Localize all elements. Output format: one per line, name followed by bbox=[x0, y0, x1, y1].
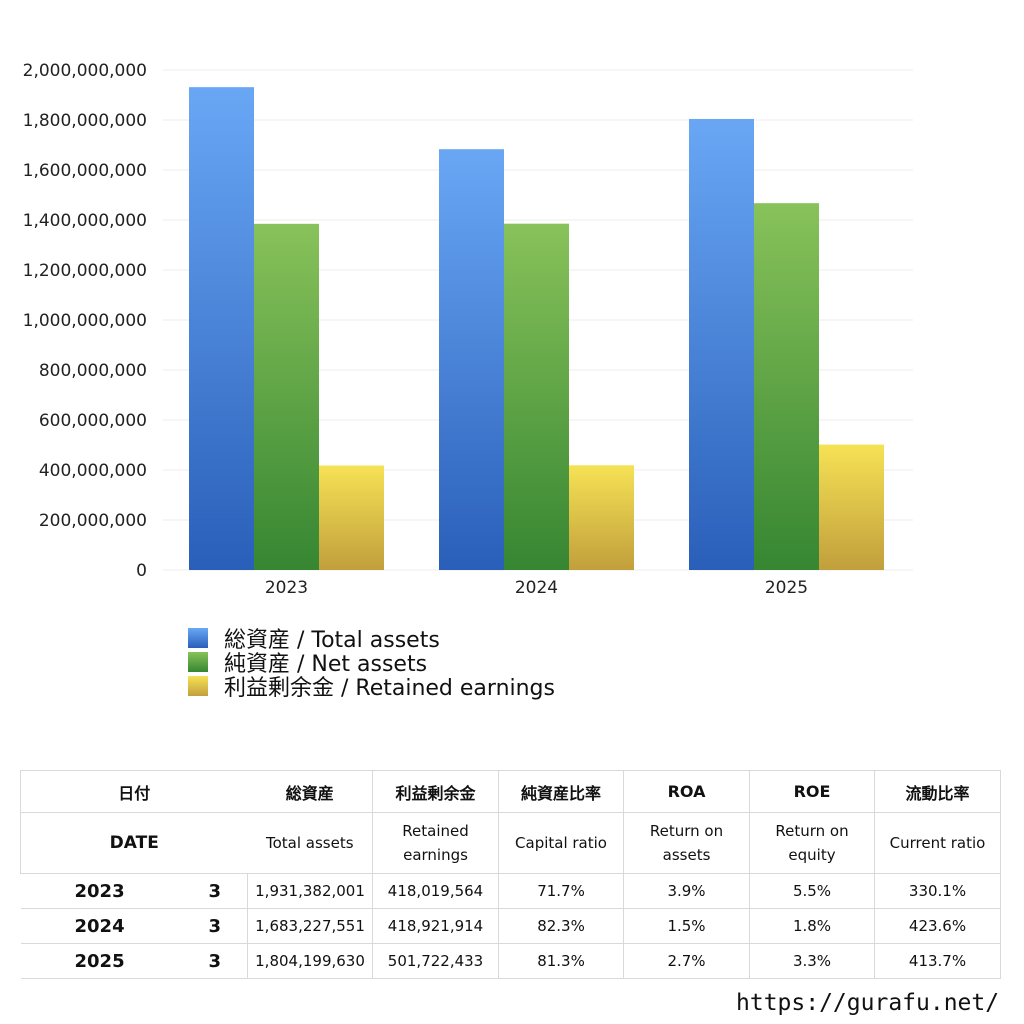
bar-2023-series-2 bbox=[319, 465, 384, 570]
table-row: 2024 3 1,683,227,551 418,921,914 82.3% 1… bbox=[20, 908, 1002, 944]
chart-legend: 総資産 / Total assets 純資産 / Net assets 利益剰余… bbox=[188, 626, 555, 701]
table-header-jp: 日付 総資産 利益剰余金 純資産比率 ROA ROE 流動比率 bbox=[19, 770, 1002, 813]
bar-2025-series-2 bbox=[819, 444, 884, 570]
row-roe: 5.5% bbox=[749, 873, 876, 909]
row-capital-ratio: 81.3% bbox=[498, 943, 625, 979]
header-roe-line-1: Return on bbox=[775, 822, 849, 840]
row-total-assets: 1,931,382,001 bbox=[247, 873, 374, 909]
bar-2024-series-1 bbox=[504, 223, 569, 571]
row-year: 2025 bbox=[20, 943, 182, 979]
header-roa-line-1: Return on bbox=[649, 822, 724, 840]
header-retained-line-2: earnings bbox=[403, 846, 468, 864]
row-roe: 3.3% bbox=[749, 943, 876, 979]
table-row: 2025 3 1,804,199,630 501,722,433 81.3% 2… bbox=[20, 943, 1002, 979]
bar-2023-series-1 bbox=[254, 223, 319, 570]
y-tick-label: 1,400,000,000 bbox=[23, 211, 147, 231]
y-tick-label: 1,800,000,000 bbox=[23, 111, 147, 131]
row-capital-ratio: 82.3% bbox=[498, 908, 625, 944]
table-header-en: DATE Total assets Retained earnings Capi… bbox=[19, 812, 1002, 874]
row-retained-earnings: 501,722,433 bbox=[372, 943, 500, 979]
header-capital-ratio-jp: 純資産比率 bbox=[498, 770, 625, 813]
header-date-en: DATE bbox=[19, 812, 248, 874]
row-retained-earnings: 418,019,564 bbox=[372, 873, 500, 909]
header-total-assets-en: Total assets bbox=[247, 812, 374, 874]
row-total-assets: 1,683,227,551 bbox=[247, 908, 374, 944]
row-month: 3 bbox=[181, 943, 249, 979]
row-current-ratio: 423.6% bbox=[874, 908, 1002, 944]
header-retained-line-1: Retained bbox=[402, 822, 469, 840]
header-retained-earnings-jp: 利益剰余金 bbox=[372, 770, 500, 813]
y-tick-label: 600,000,000 bbox=[39, 411, 147, 431]
bar-2024-series-0 bbox=[439, 149, 504, 570]
row-roa: 2.7% bbox=[623, 943, 751, 979]
bar-2025-series-1 bbox=[754, 203, 819, 571]
header-roe-jp: ROE bbox=[749, 770, 876, 813]
row-year: 2023 bbox=[20, 873, 182, 909]
row-year: 2024 bbox=[20, 908, 182, 944]
row-total-assets: 1,804,199,630 bbox=[247, 943, 374, 979]
bar-2023-series-0 bbox=[189, 87, 254, 570]
legend-swatch-retained-earnings bbox=[188, 676, 208, 696]
legend-item-net-assets: 純資産 / Net assets bbox=[188, 650, 555, 677]
row-month: 3 bbox=[181, 873, 249, 909]
legend-swatch-total-assets bbox=[188, 628, 208, 648]
legend-item-retained-earnings: 利益剰余金 / Retained earnings bbox=[188, 674, 555, 701]
header-roe-en: Return on equity bbox=[749, 812, 876, 874]
header-current-ratio-jp: 流動比率 bbox=[874, 770, 1002, 813]
row-capital-ratio: 71.7% bbox=[498, 873, 625, 909]
y-tick-label: 200,000,000 bbox=[39, 511, 147, 531]
row-retained-earnings: 418,921,914 bbox=[372, 908, 500, 944]
y-tick-label: 400,000,000 bbox=[39, 461, 147, 481]
row-roe: 1.8% bbox=[749, 908, 876, 944]
x-tick-label: 2024 bbox=[515, 578, 558, 598]
row-roa: 1.5% bbox=[623, 908, 751, 944]
header-roa-jp: ROA bbox=[623, 770, 751, 813]
table-row: 2023 3 1,931,382,001 418,019,564 71.7% 3… bbox=[20, 873, 1002, 909]
y-tick-label: 0 bbox=[136, 561, 147, 581]
legend-label-net-assets: 純資産 / Net assets bbox=[224, 652, 428, 677]
financial-metrics-table: 日付 総資産 利益剰余金 純資産比率 ROA ROE 流動比率 DATE Tot… bbox=[19, 770, 1002, 979]
bar-2024-series-2 bbox=[569, 465, 634, 570]
y-tick-label: 800,000,000 bbox=[39, 361, 147, 381]
row-current-ratio: 330.1% bbox=[874, 873, 1002, 909]
header-capital-ratio-en: Capital ratio bbox=[498, 812, 625, 874]
y-tick-label: 2,000,000,000 bbox=[23, 61, 147, 81]
legend-label-retained-earnings: 利益剰余金 / Retained earnings bbox=[224, 676, 555, 701]
y-tick-label: 1,600,000,000 bbox=[23, 161, 147, 181]
y-tick-label: 1,000,000,000 bbox=[23, 311, 147, 331]
header-roa-en: Return on assets bbox=[623, 812, 751, 874]
x-tick-label: 2023 bbox=[265, 578, 308, 598]
header-roe-line-2: equity bbox=[788, 846, 836, 864]
header-total-assets-jp: 総資産 bbox=[247, 770, 374, 813]
legend-swatch-net-assets bbox=[188, 652, 208, 672]
bar-chart: 0 200,000,000 400,000,000 600,000,000 800,00… bbox=[23, 61, 913, 598]
header-date-jp: 日付 bbox=[19, 770, 248, 813]
row-month: 3 bbox=[181, 908, 249, 944]
site-url: https://gurafu.net/ bbox=[736, 990, 1000, 1016]
bar-2025-series-0 bbox=[689, 118, 754, 570]
row-current-ratio: 413.7% bbox=[874, 943, 1002, 979]
legend-item-total-assets: 総資産 / Total assets bbox=[188, 626, 555, 653]
x-tick-label: 2025 bbox=[765, 578, 808, 598]
header-retained-earnings-en: Retained earnings bbox=[372, 812, 500, 874]
row-roa: 3.9% bbox=[623, 873, 751, 909]
header-roa-line-2: assets bbox=[662, 846, 711, 864]
y-tick-label: 1,200,000,000 bbox=[23, 261, 147, 281]
header-current-ratio-en: Current ratio bbox=[874, 812, 1002, 874]
legend-label-total-assets: 総資産 / Total assets bbox=[224, 628, 440, 653]
